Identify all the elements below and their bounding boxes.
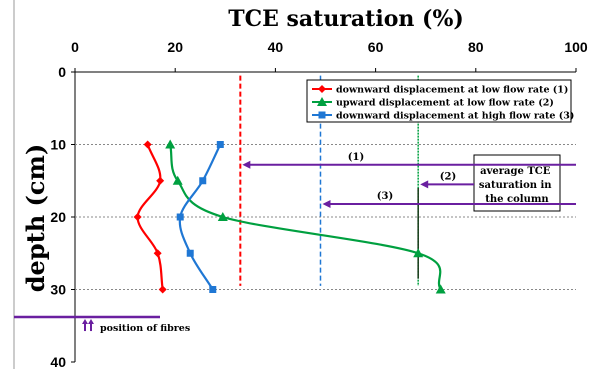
data-point-series-1 <box>143 140 152 149</box>
legend: downward displacement at low flow rate (… <box>306 79 574 123</box>
arrow-head <box>420 180 429 189</box>
data-point-series-2 <box>435 284 446 294</box>
gridlines <box>75 144 576 290</box>
data-point-series-3 <box>186 249 194 257</box>
data-point-series-3 <box>199 177 207 185</box>
annotation-line-1: average TCE <box>480 166 551 177</box>
fibres-marker: position of fibres <box>14 315 190 334</box>
x-tick-label: 80 <box>468 39 484 55</box>
fibres-arrow-head <box>88 319 94 325</box>
data-point-series-2 <box>217 212 228 221</box>
data-point-series-1 <box>158 285 167 294</box>
arrow-label: (3) <box>377 191 393 202</box>
axis-ticks: 0 20 40 60 80 100 0 10 20 30 40 <box>50 39 587 369</box>
annotation-text: average TCE saturation in the column <box>479 166 555 205</box>
legend-swatch-marker <box>317 97 327 106</box>
series-line-2 <box>169 144 442 291</box>
legend-swatch-marker <box>318 111 326 119</box>
data-point-series-3 <box>216 141 224 148</box>
data-point-series-2 <box>172 175 183 185</box>
legend-box <box>306 79 572 123</box>
y-tick-label: 40 <box>50 354 66 369</box>
legend-label: upward displacement at low flow rate (2) <box>336 98 554 109</box>
arrow-label: (2) <box>440 171 456 182</box>
x-tick-label: 20 <box>167 39 183 55</box>
data-point-series-3 <box>176 213 184 221</box>
y-tick-label: 0 <box>58 64 66 80</box>
fibres-label: position of fibres <box>100 323 190 334</box>
legend-items: downward displacement at low flow rate (… <box>312 85 574 122</box>
chart-title: TCE saturation (%) <box>228 6 464 32</box>
data-point-series-2 <box>165 139 176 149</box>
arrow-label: (1) <box>348 152 364 163</box>
x-tick-label: 100 <box>564 39 588 55</box>
arrow-head <box>322 199 331 208</box>
x-tick-label: 60 <box>368 39 384 55</box>
legend-swatch-marker <box>318 85 326 93</box>
legend-label: downward displacement at low flow rate (… <box>336 85 568 96</box>
average-arrows: (1) (2) (3) <box>242 152 576 208</box>
fibres-arrow-head <box>82 319 88 325</box>
x-tick-label: 40 <box>268 39 284 55</box>
y-tick-label: 20 <box>50 209 66 225</box>
data-point-series-1 <box>156 176 165 185</box>
data-point-series-1 <box>133 213 142 221</box>
y-tick-label: 10 <box>50 137 66 153</box>
legend-label: downward displacement at high flow rate … <box>336 111 574 122</box>
average-annotation: average TCE saturation in the column <box>473 154 561 212</box>
series-group <box>133 139 446 294</box>
y-tick-label: 30 <box>50 282 66 298</box>
data-point-series-1 <box>153 249 162 258</box>
data-point-series-2 <box>413 248 424 258</box>
arrow-head <box>242 160 251 169</box>
y-axis-label: depth (cm) <box>21 144 50 292</box>
data-point-series-3 <box>209 286 217 293</box>
x-tick-label: 0 <box>71 39 79 55</box>
annotation-line-2: saturation in <box>479 180 552 191</box>
annotation-line-3: the column <box>485 194 549 205</box>
